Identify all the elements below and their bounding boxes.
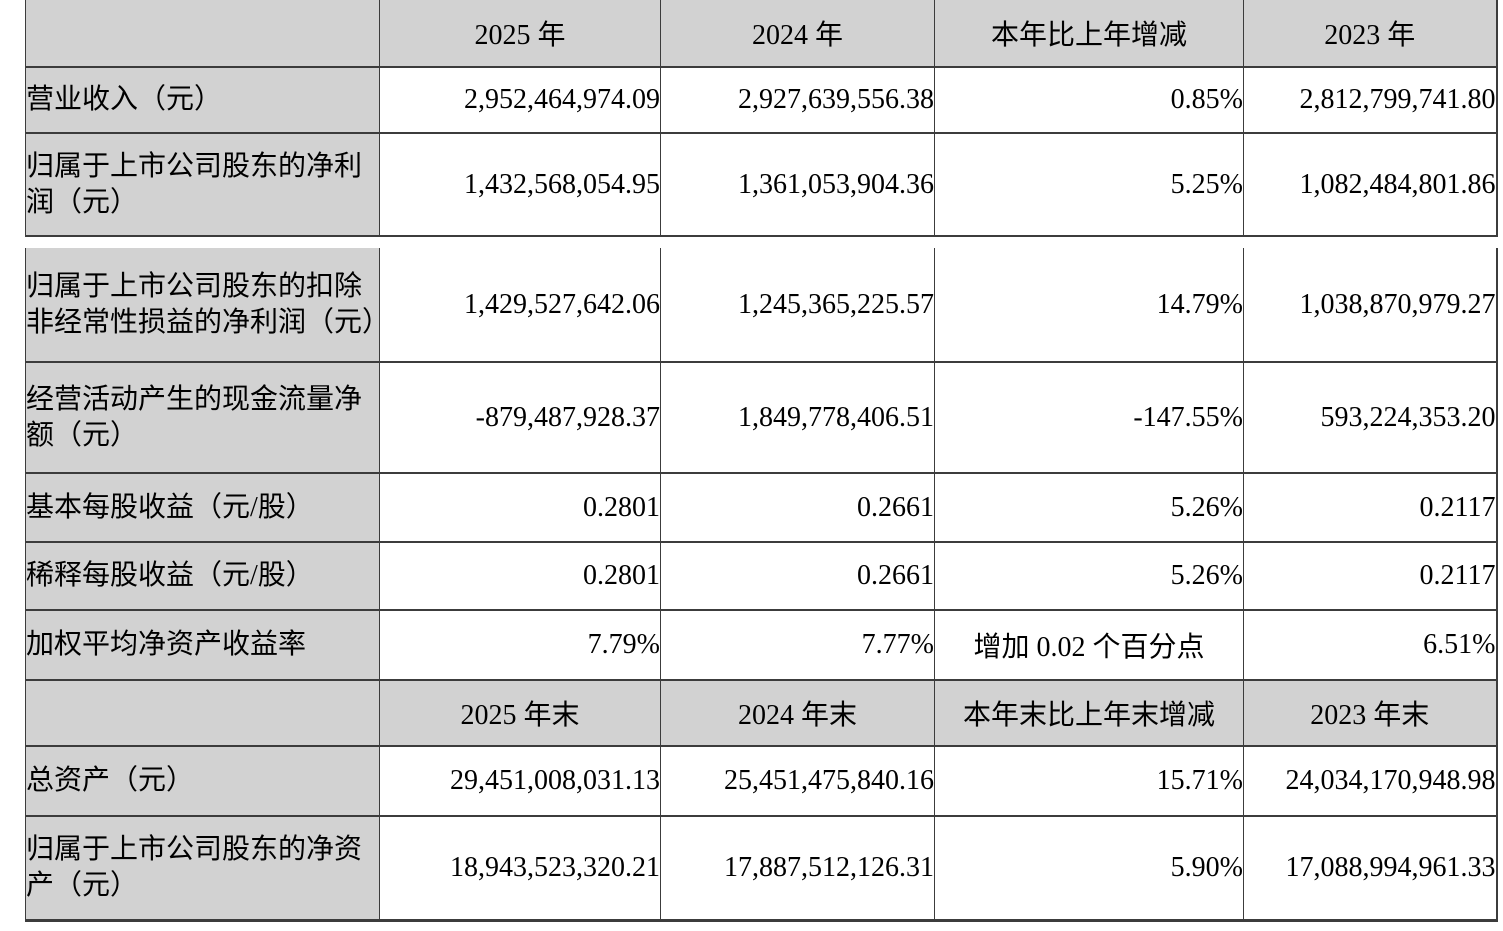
cell-diluted-eps-2024: 0.2661 <box>660 541 935 611</box>
header-end-2023: 2023 年末 <box>1243 679 1498 747</box>
cell-weighted-avg-roe-2025: 7.79% <box>379 609 661 681</box>
cell-total-assets-2024: 25,451,475,840.16 <box>660 745 935 817</box>
cell-total-assets-2025: 29,451,008,031.13 <box>379 745 661 817</box>
cell-basic-eps-2024: 0.2661 <box>660 472 935 543</box>
cell-total-assets-2023: 24,034,170,948.98 <box>1243 745 1498 817</box>
cell-basic-eps-2023: 0.2117 <box>1243 472 1498 543</box>
key-financials-table-section2: 归属于上市公司股东的扣除 非经常性损益的净利润（元） 1,429,527,642… <box>25 248 1498 922</box>
cell-diluted-eps-2023: 0.2117 <box>1243 541 1498 611</box>
cell-net-assets-change: 5.90% <box>934 815 1244 922</box>
cell-net-profit-2023: 1,082,484,801.86 <box>1243 132 1498 237</box>
table-row-diluted-eps: 稀释每股收益（元/股） 0.2801 0.2661 5.26% 0.2117 <box>25 541 1498 611</box>
table-row-basic-eps: 基本每股收益（元/股） 0.2801 0.2661 5.26% 0.2117 <box>25 472 1498 543</box>
table-row-net-profit: 归属于上市公司股东的净利 润（元） 1,432,568,054.95 1,361… <box>25 132 1498 237</box>
row-label-net-assets: 归属于上市公司股东的净资 产（元） <box>25 815 380 922</box>
row-label-operating-revenue: 营业收入（元） <box>25 66 380 134</box>
row-label-net-profit: 归属于上市公司股东的净利 润（元） <box>25 132 380 237</box>
header-empty-cell <box>25 0 380 68</box>
header-year-2023: 2023 年 <box>1243 0 1498 68</box>
cell-operating-cash-flow-2024: 1,849,778,406.51 <box>660 361 935 474</box>
key-financials-table-section1: 2025 年 2024 年 本年比上年增减 2023 年 营业收入（元） 2,9… <box>25 0 1498 237</box>
cell-deducted-net-profit-2023: 1,038,870,979.27 <box>1243 248 1498 363</box>
cell-total-assets-change: 15.71% <box>934 745 1244 817</box>
cell-net-assets-2024: 17,887,512,126.31 <box>660 815 935 922</box>
cell-net-profit-2024: 1,361,053,904.36 <box>660 132 935 237</box>
page-break-gap <box>0 237 1503 248</box>
row-label-deducted-net-profit: 归属于上市公司股东的扣除 非经常性损益的净利润（元） <box>25 248 380 363</box>
table-row-net-assets: 归属于上市公司股东的净资 产（元） 18,943,523,320.21 17,8… <box>25 815 1498 922</box>
cell-operating-cash-flow-2025: -879,487,928.37 <box>379 361 661 474</box>
table-row-weighted-avg-roe: 加权平均净资产收益率 7.79% 7.77% 增加 0.02 个百分点 6.51… <box>25 609 1498 681</box>
table-row-operating-revenue: 营业收入（元） 2,952,464,974.09 2,927,639,556.3… <box>25 66 1498 134</box>
cell-deducted-net-profit-2025: 1,429,527,642.06 <box>379 248 661 363</box>
header-end-yoy-change: 本年末比上年末增减 <box>934 679 1244 747</box>
header-end-2024: 2024 年末 <box>660 679 935 747</box>
header-yoy-change: 本年比上年增减 <box>934 0 1244 68</box>
cell-operating-revenue-2024: 2,927,639,556.38 <box>660 66 935 134</box>
table-header-row-period-end: 2025 年末 2024 年末 本年末比上年末增减 2023 年末 <box>25 679 1498 747</box>
header-year-2024: 2024 年 <box>660 0 935 68</box>
cell-operating-revenue-2025: 2,952,464,974.09 <box>379 66 661 134</box>
cell-diluted-eps-2025: 0.2801 <box>379 541 661 611</box>
header-end-2025: 2025 年末 <box>379 679 661 747</box>
cell-operating-revenue-2023: 2,812,799,741.80 <box>1243 66 1498 134</box>
row-label-basic-eps: 基本每股收益（元/股） <box>25 472 380 543</box>
cell-operating-cash-flow-2023: 593,224,353.20 <box>1243 361 1498 474</box>
cell-net-profit-change: 5.25% <box>934 132 1244 237</box>
table-header-row-annual: 2025 年 2024 年 本年比上年增减 2023 年 <box>25 0 1498 68</box>
table-row-operating-cash-flow: 经营活动产生的现金流量净 额（元） -879,487,928.37 1,849,… <box>25 361 1498 474</box>
cell-net-assets-2025: 18,943,523,320.21 <box>379 815 661 922</box>
cell-weighted-avg-roe-2023: 6.51% <box>1243 609 1498 681</box>
cell-deducted-net-profit-2024: 1,245,365,225.57 <box>660 248 935 363</box>
cell-operating-cash-flow-change: -147.55% <box>934 361 1244 474</box>
row-label-total-assets: 总资产（元） <box>25 745 380 817</box>
cell-deducted-net-profit-change: 14.79% <box>934 248 1244 363</box>
header-year-2025: 2025 年 <box>379 0 661 68</box>
header-empty-cell-2 <box>25 679 380 747</box>
cell-net-assets-2023: 17,088,994,961.33 <box>1243 815 1498 922</box>
table-row-deducted-net-profit: 归属于上市公司股东的扣除 非经常性损益的净利润（元） 1,429,527,642… <box>25 248 1498 363</box>
cell-operating-revenue-change: 0.85% <box>934 66 1244 134</box>
row-label-weighted-avg-roe: 加权平均净资产收益率 <box>25 609 380 681</box>
row-label-operating-cash-flow: 经营活动产生的现金流量净 额（元） <box>25 361 380 474</box>
cell-basic-eps-change: 5.26% <box>934 472 1244 543</box>
cell-net-profit-2025: 1,432,568,054.95 <box>379 132 661 237</box>
row-label-diluted-eps: 稀释每股收益（元/股） <box>25 541 380 611</box>
cell-weighted-avg-roe-change: 增加 0.02 个百分点 <box>934 609 1244 681</box>
cell-diluted-eps-change: 5.26% <box>934 541 1244 611</box>
cell-weighted-avg-roe-2024: 7.77% <box>660 609 935 681</box>
cell-basic-eps-2025: 0.2801 <box>379 472 661 543</box>
table-row-total-assets: 总资产（元） 29,451,008,031.13 25,451,475,840.… <box>25 745 1498 817</box>
